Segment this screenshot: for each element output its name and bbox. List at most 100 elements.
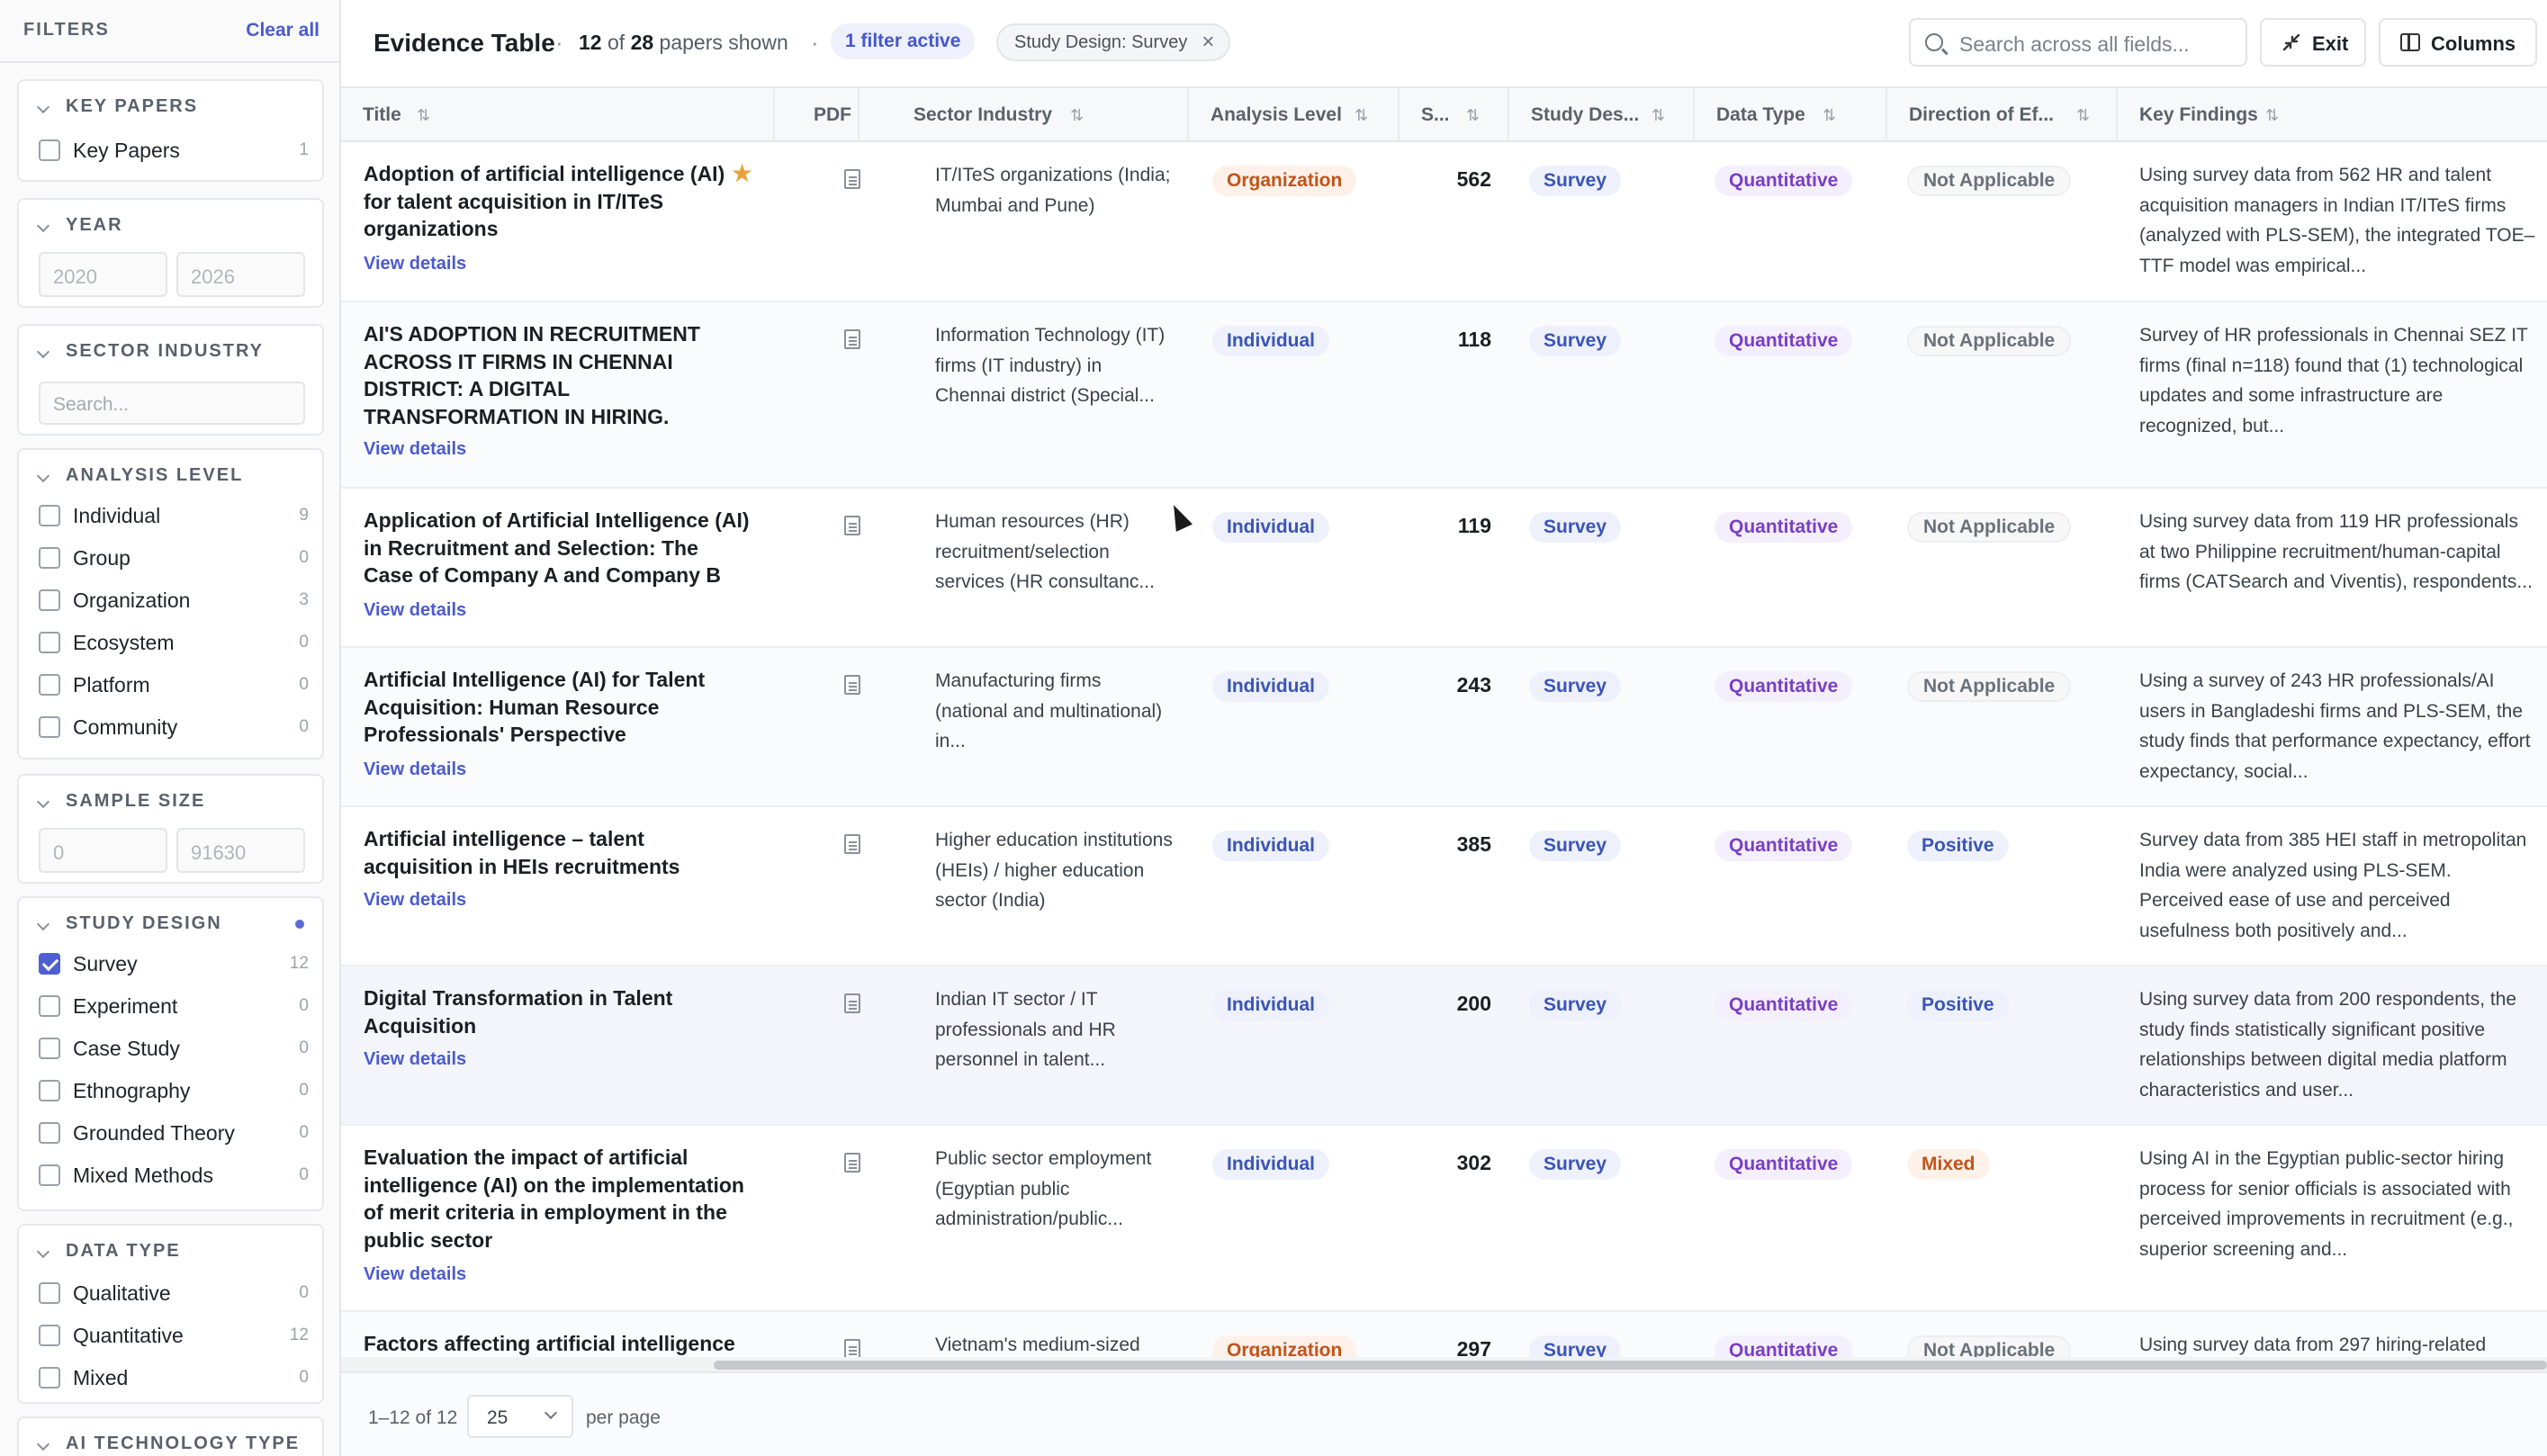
col-sample-size[interactable]: S... ⇅: [1400, 88, 1509, 142]
table-row[interactable]: Artificial intelligence – talent acquisi…: [341, 807, 2547, 966]
design-option-experiment[interactable]: Experiment 0: [39, 993, 309, 1020]
data-option-mixed[interactable]: Mixed 0: [39, 1364, 309, 1391]
document-icon[interactable]: [844, 329, 860, 349]
document-icon[interactable]: [844, 1339, 860, 1357]
paper-title[interactable]: Artificial intelligence – talent acquisi…: [364, 827, 680, 878]
sort-icon[interactable]: ⇅: [1070, 106, 1084, 124]
key-papers-checkbox[interactable]: [39, 139, 60, 161]
chevron-down-icon[interactable]: [36, 219, 50, 233]
chevron-down-icon[interactable]: [36, 1245, 50, 1259]
data-option-qualitative[interactable]: Qualitative 0: [39, 1280, 309, 1307]
table-row[interactable]: Application of Artificial Intelligence (…: [341, 489, 2547, 648]
sort-icon[interactable]: ⇅: [2076, 106, 2090, 124]
chevron-down-icon[interactable]: [36, 917, 50, 931]
view-details-link[interactable]: View details: [364, 759, 467, 779]
paper-title[interactable]: AI'S ADOPTION IN RECRUITMENT ACROSS IT F…: [364, 322, 700, 428]
chevron-down-icon[interactable]: [36, 1437, 50, 1452]
ai-technology-type-title[interactable]: AI TECHNOLOGY TYPE: [66, 1434, 301, 1453]
document-icon[interactable]: [844, 169, 860, 189]
paper-title[interactable]: Application of Artificial Intelligence (…: [364, 508, 750, 587]
table-row[interactable]: Digital Transformation in Talent Acquisi…: [341, 966, 2547, 1126]
document-icon[interactable]: [844, 834, 860, 854]
paper-title[interactable]: Artificial Intelligence (AI) for Talent …: [364, 668, 706, 746]
checkbox[interactable]: [39, 995, 60, 1017]
view-details-link[interactable]: View details: [364, 254, 467, 274]
star-icon[interactable]: ★: [731, 159, 754, 187]
checkbox[interactable]: [39, 716, 60, 738]
col-direction-of-effect[interactable]: Direction of Ef... ⇅: [1887, 88, 2118, 142]
sort-icon[interactable]: ⇅: [1822, 106, 1836, 124]
year-title[interactable]: YEAR: [66, 215, 123, 235]
view-details-link[interactable]: View details: [364, 600, 467, 620]
checkbox[interactable]: [39, 1038, 60, 1059]
checkbox[interactable]: [39, 1164, 60, 1186]
sample-size-title[interactable]: SAMPLE SIZE: [66, 791, 206, 811]
checkbox[interactable]: [39, 1080, 60, 1101]
checkbox[interactable]: [39, 505, 60, 526]
columns-button[interactable]: Columns: [2379, 18, 2537, 67]
sector-search-input[interactable]: Search...: [39, 382, 305, 425]
checkbox[interactable]: [39, 953, 60, 975]
design-option-mixed-methods[interactable]: Mixed Methods 0: [39, 1162, 309, 1189]
close-icon[interactable]: ×: [1202, 30, 1215, 54]
col-analysis-level[interactable]: Analysis Level ⇅: [1189, 88, 1400, 142]
key-papers-title[interactable]: KEY PAPERS: [66, 96, 199, 116]
analysis-option-platform[interactable]: Platform 0: [39, 671, 309, 698]
sample-min-input[interactable]: 0: [39, 828, 167, 873]
year-to-input[interactable]: 2026: [176, 252, 305, 297]
table-row[interactable]: Artificial Intelligence (AI) for Talent …: [341, 648, 2547, 807]
checkbox[interactable]: [39, 632, 60, 653]
sector-industry-title[interactable]: SECTOR INDUSTRY: [66, 341, 265, 361]
data-type-title[interactable]: DATA TYPE: [66, 1241, 181, 1261]
chevron-down-icon[interactable]: [36, 100, 50, 114]
active-filter-chip[interactable]: Study Design: Survey ×: [996, 23, 1231, 61]
col-data-type[interactable]: Data Type ⇅: [1695, 88, 1887, 142]
document-icon[interactable]: [844, 675, 860, 695]
sort-icon[interactable]: ⇅: [2265, 106, 2279, 124]
view-details-link[interactable]: View details: [364, 1049, 467, 1069]
checkbox[interactable]: [39, 1367, 60, 1389]
sort-icon[interactable]: ⇅: [1466, 106, 1480, 124]
checkbox[interactable]: [39, 674, 60, 696]
chevron-down-icon[interactable]: [36, 795, 50, 809]
exit-button[interactable]: Exit: [2260, 18, 2366, 67]
paper-title[interactable]: Factors affecting artificial intelligenc…: [364, 1332, 735, 1355]
study-design-title[interactable]: STUDY DESIGN: [66, 913, 222, 933]
chevron-down-icon[interactable]: [36, 345, 50, 359]
col-study-design[interactable]: Study Des... ⇅: [1509, 88, 1695, 142]
view-details-link[interactable]: View details: [364, 890, 467, 910]
clear-all-link[interactable]: Clear all: [246, 20, 320, 40]
year-from-input[interactable]: 2020: [39, 252, 167, 297]
paper-title[interactable]: Evaluation the impact of artificial inte…: [364, 1146, 744, 1252]
view-details-link[interactable]: View details: [364, 439, 467, 459]
design-option-case-study[interactable]: Case Study 0: [39, 1035, 309, 1062]
table-row[interactable]: Adoption of artificial intelligence (AI)…: [341, 142, 2547, 302]
analysis-option-individual[interactable]: Individual 9: [39, 502, 309, 529]
analysis-option-ecosystem[interactable]: Ecosystem 0: [39, 629, 309, 656]
view-details-link[interactable]: View details: [364, 1264, 467, 1284]
sample-max-input[interactable]: 91630: [176, 828, 305, 873]
document-icon[interactable]: [844, 516, 860, 535]
key-papers-option[interactable]: Key Papers 1: [39, 137, 309, 164]
checkbox[interactable]: [39, 1122, 60, 1144]
analysis-option-group[interactable]: Group 0: [39, 544, 309, 571]
analysis-option-community[interactable]: Community 0: [39, 714, 309, 741]
checkbox[interactable]: [39, 1325, 60, 1346]
global-search-input[interactable]: Search across all fields...: [1909, 18, 2247, 67]
analysis-level-title[interactable]: ANALYSIS LEVEL: [66, 465, 244, 485]
col-sector-industry[interactable]: Sector Industry ⇅: [860, 88, 1189, 142]
design-option-ethnography[interactable]: Ethnography 0: [39, 1077, 309, 1104]
col-title[interactable]: Title ⇅: [341, 88, 775, 142]
table-row[interactable]: AI'S ADOPTION IN RECRUITMENT ACROSS IT F…: [341, 302, 2547, 489]
per-page-select[interactable]: 25: [467, 1395, 573, 1438]
design-option-grounded-theory[interactable]: Grounded Theory 0: [39, 1119, 309, 1146]
table-row[interactable]: Evaluation the impact of artificial inte…: [341, 1126, 2547, 1312]
analysis-option-organization[interactable]: Organization 3: [39, 587, 309, 614]
sort-icon[interactable]: ⇅: [1652, 106, 1665, 124]
document-icon[interactable]: [844, 1153, 860, 1173]
sort-icon[interactable]: ⇅: [1354, 106, 1368, 124]
scrollbar-thumb[interactable]: [714, 1361, 2547, 1370]
chevron-down-icon[interactable]: [36, 469, 50, 483]
table-row[interactable]: Factors affecting artificial intelligenc…: [341, 1312, 2547, 1357]
checkbox[interactable]: [39, 547, 60, 569]
